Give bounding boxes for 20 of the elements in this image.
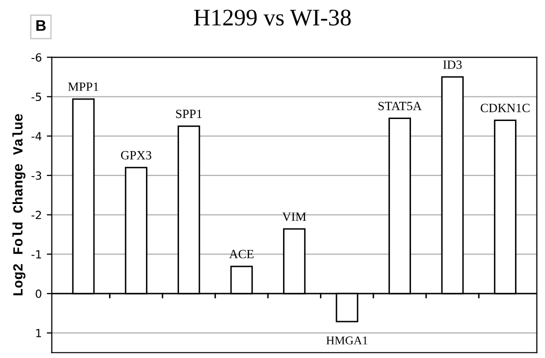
y-tick-label: -2 — [32, 210, 41, 220]
x-tick-label: SPP1 — [176, 110, 202, 118]
y-tick-label: -6 — [32, 53, 42, 62]
y-axis-title: Log2 Fold Change Value — [12, 114, 26, 296]
x-tick-label: VIM — [282, 212, 306, 221]
y-tick-label: -5 — [32, 92, 42, 102]
y-tick-label: 1 — [36, 329, 42, 338]
x-tick-label: HMGA1 — [326, 336, 368, 344]
x-tick-label: ID3 — [443, 60, 462, 69]
chart-title: H1299 vs WI-38 — [194, 10, 351, 26]
x-tick-label: MPP1 — [68, 82, 98, 91]
y-tick-label: 0 — [36, 290, 42, 298]
x-tick-label: STAT5A — [378, 102, 422, 110]
text: B — [36, 20, 46, 31]
y-tick-label: -4 — [32, 132, 42, 140]
y-tick-label: -1 — [32, 250, 42, 258]
x-tick-label: GPX3 — [121, 151, 152, 160]
x-tick-label: CDKN1C — [480, 104, 530, 112]
y-tick-label: -3 — [32, 171, 42, 180]
x-tick-label: ACE — [229, 250, 254, 258]
